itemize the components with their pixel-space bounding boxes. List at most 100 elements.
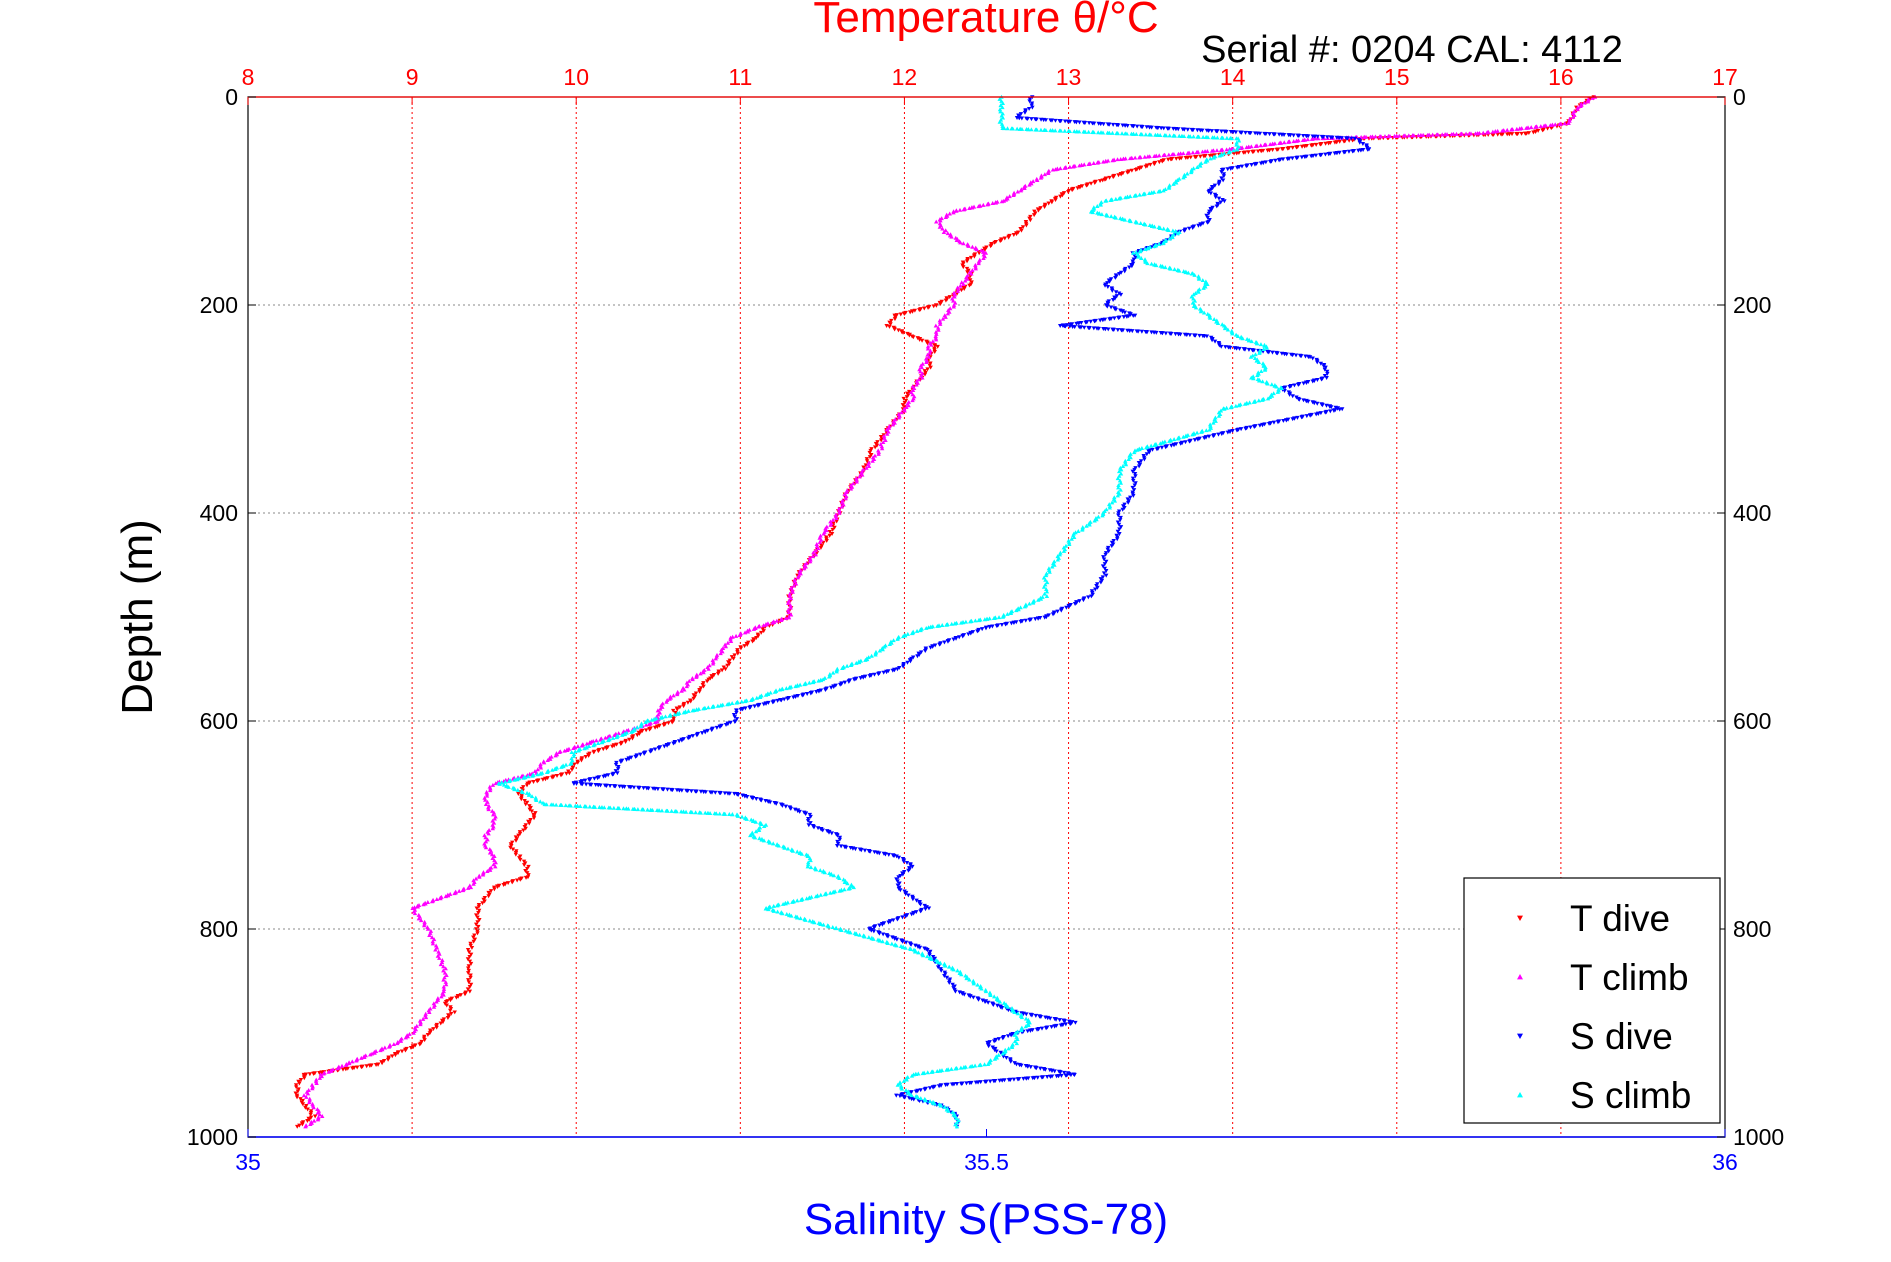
data-point <box>807 895 812 900</box>
data-point <box>814 542 819 546</box>
data-point <box>364 1064 369 1069</box>
data-point <box>851 885 856 890</box>
data-point <box>717 811 722 816</box>
data-point <box>827 533 832 538</box>
data-point <box>793 684 798 689</box>
data-point <box>928 645 933 650</box>
data-point <box>1557 122 1562 127</box>
data-point <box>618 760 624 765</box>
data-point <box>503 779 508 784</box>
data-point <box>476 924 481 929</box>
data-point <box>1216 432 1221 437</box>
data-point <box>795 575 801 580</box>
data-point <box>1490 129 1496 134</box>
data-point <box>975 982 980 987</box>
data-point <box>1163 265 1168 270</box>
data-point <box>998 1050 1003 1055</box>
data-point <box>317 1071 322 1075</box>
data-point <box>468 961 474 966</box>
data-point <box>1235 334 1241 338</box>
data-point <box>544 802 549 807</box>
data-point <box>949 1066 954 1071</box>
data-point <box>706 705 711 710</box>
data-point <box>1291 133 1296 138</box>
data-point <box>1267 132 1272 137</box>
data-point <box>901 859 906 864</box>
data-point <box>1132 471 1138 476</box>
data-point <box>718 791 723 796</box>
data-point <box>1028 218 1033 223</box>
data-point <box>1329 405 1334 410</box>
data-point <box>1229 136 1235 141</box>
data-point <box>320 1114 325 1118</box>
data-point <box>1224 129 1229 134</box>
data-point <box>312 1114 318 1119</box>
data-point <box>1041 584 1047 589</box>
data-point <box>1228 166 1234 171</box>
data-point <box>1192 155 1198 160</box>
data-point <box>1156 241 1162 246</box>
data-point <box>829 532 835 536</box>
data-point <box>1003 622 1008 627</box>
data-point <box>657 710 663 715</box>
data-point <box>1216 413 1222 418</box>
data-point <box>725 663 730 668</box>
data-point <box>1133 481 1138 486</box>
data-point <box>1261 347 1266 351</box>
data-point <box>513 852 519 857</box>
data-point <box>647 727 652 732</box>
data-point <box>1052 1024 1057 1029</box>
data-point <box>1257 131 1263 136</box>
data-point <box>694 733 700 738</box>
data-point <box>1185 171 1190 176</box>
top-tick-label: 10 <box>563 64 589 90</box>
data-point <box>483 835 488 840</box>
data-point <box>408 1045 414 1050</box>
data-point <box>1023 1024 1029 1029</box>
data-point <box>418 1020 423 1025</box>
data-point <box>1102 566 1108 571</box>
data-point <box>1104 573 1109 578</box>
data-point <box>445 893 451 898</box>
data-point <box>902 870 907 874</box>
data-point <box>1200 128 1205 133</box>
data-point <box>294 1095 300 1100</box>
data-point <box>1092 518 1097 523</box>
data-point <box>813 894 819 899</box>
data-point <box>1346 149 1352 154</box>
data-point <box>1234 346 1239 351</box>
data-point <box>1113 307 1119 312</box>
data-point <box>307 1100 312 1105</box>
data-point <box>826 674 832 679</box>
data-point <box>872 453 878 458</box>
data-point <box>935 623 940 628</box>
data-point <box>598 737 603 742</box>
data-point <box>1033 617 1038 622</box>
data-point <box>686 736 691 741</box>
data-point <box>1116 291 1122 296</box>
data-point <box>1230 331 1235 336</box>
data-point <box>390 1054 395 1059</box>
data-point <box>1145 154 1151 159</box>
data-point <box>918 628 923 633</box>
data-point <box>535 767 540 772</box>
data-point <box>940 226 945 231</box>
data-point <box>1190 432 1195 437</box>
data-point <box>835 841 841 846</box>
data-point <box>870 458 875 463</box>
data-point <box>1019 126 1025 131</box>
data-point <box>779 698 784 703</box>
data-point <box>908 942 914 947</box>
data-point <box>1120 217 1125 222</box>
data-point <box>880 440 886 445</box>
data-point <box>475 929 480 934</box>
data-point <box>1072 1073 1077 1077</box>
data-point <box>935 959 940 964</box>
data-point <box>1078 325 1084 330</box>
data-point <box>872 672 877 677</box>
data-point <box>919 338 925 343</box>
data-point <box>1294 138 1299 143</box>
data-point <box>523 802 528 807</box>
data-point <box>1239 130 1244 135</box>
data-point <box>607 784 613 788</box>
